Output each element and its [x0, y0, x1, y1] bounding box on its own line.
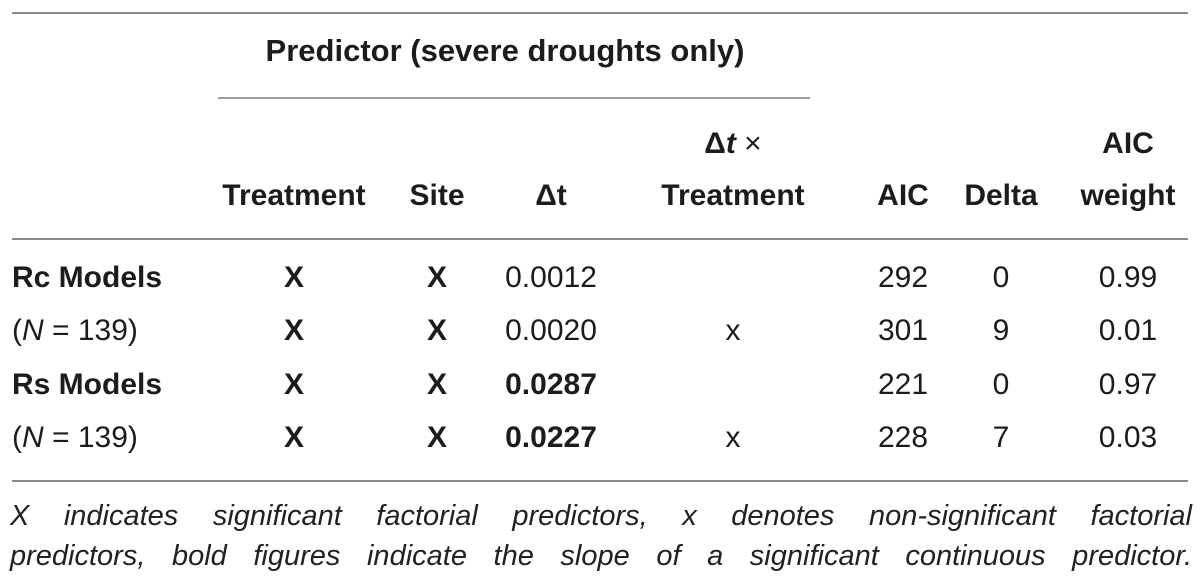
cell-aic: 292	[877, 260, 929, 294]
cell-interaction	[594, 251, 872, 305]
cell-interaction: x	[725, 314, 741, 348]
footnote-line-1: X indicates significant factorial predic…	[10, 500, 1192, 532]
cell-treatment: X	[283, 314, 304, 348]
interaction-header-line1: Δt ×	[704, 127, 762, 160]
interaction-header-line2: Treatment	[661, 179, 805, 212]
cell-treatment: X	[283, 421, 304, 455]
cell-interaction	[594, 358, 872, 412]
cell-delta-t: 0.0020	[505, 314, 597, 348]
footnote-separator-rule	[12, 480, 1188, 482]
col-header-aic-weight: AIC weight	[1080, 127, 1176, 212]
cell-treatment: X	[283, 260, 304, 294]
spanner-underline-rule	[218, 97, 810, 99]
footnote-line-2: predictors, bold figures indicate the sl…	[10, 540, 1192, 572]
col-header-delta: Delta	[964, 179, 1038, 212]
col-header-treatment: Treatment	[222, 179, 366, 212]
cell-delta: 0	[992, 260, 1010, 294]
column-header-row: Treatment Site Δt Δt × Treatment AIC Del…	[12, 110, 1188, 222]
col-header-aic: AIC	[877, 179, 929, 212]
cell-site: X	[426, 260, 447, 294]
cell-delta-t: 0.0227	[505, 421, 597, 455]
cell-aic: 221	[877, 367, 929, 401]
col-header-delta-t: Δt	[535, 179, 567, 212]
table-footnote: X indicates significant factorial predic…	[10, 496, 1192, 576]
cell-delta: 0	[992, 367, 1010, 401]
spanner-title: Predictor (severe droughts only)	[265, 33, 745, 68]
cell-aic-weight: 0.99	[1098, 260, 1158, 294]
horizontal-rule-top	[12, 12, 1188, 14]
row-label: Rs Models	[12, 367, 163, 401]
cell-aic: 228	[877, 421, 929, 455]
cell-site: X	[426, 367, 447, 401]
cell-delta-t: 0.0287	[505, 367, 597, 401]
cell-site: X	[426, 421, 447, 455]
cell-aic: 301	[877, 314, 929, 348]
cell-aic-weight: 0.97	[1098, 367, 1158, 401]
cell-delta-t: 0.0012	[505, 260, 597, 294]
row-label: Rc Models	[12, 260, 163, 294]
header-separator-rule	[12, 238, 1188, 240]
row-label: (N = 139)	[12, 421, 138, 455]
col-header-delta-t-x-treatment: Δt × Treatment	[594, 118, 872, 222]
row-label: (N = 139)	[12, 314, 138, 348]
cell-treatment: X	[283, 367, 304, 401]
cell-interaction: x	[725, 421, 741, 455]
cell-aic-weight: 0.01	[1098, 314, 1158, 348]
col-header-site: Site	[409, 179, 465, 212]
cell-delta: 9	[992, 314, 1010, 348]
table-body: Rc Models X X 0.0012 292 0 0.99 (N = 139…	[12, 251, 1188, 465]
cell-aic-weight: 0.03	[1098, 421, 1158, 455]
cell-delta: 7	[992, 421, 1010, 455]
cell-site: X	[426, 314, 447, 348]
